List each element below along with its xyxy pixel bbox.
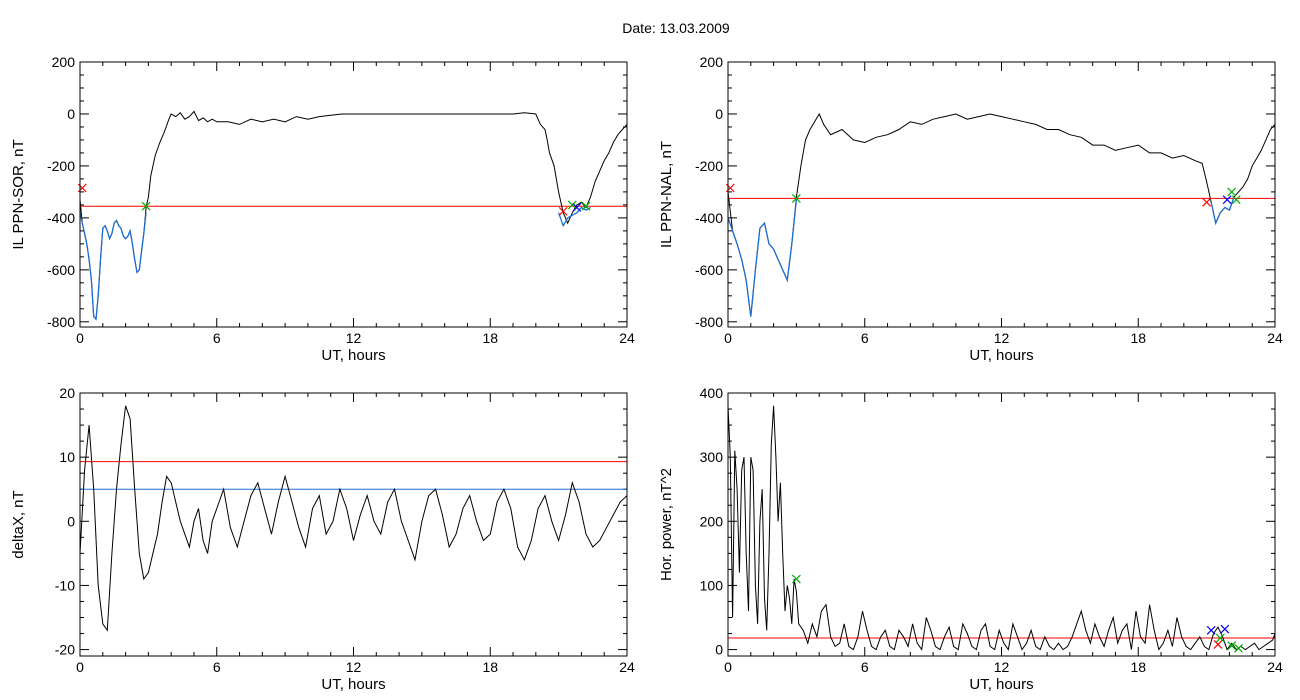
event-marker (1222, 195, 1232, 205)
event-marker (1220, 624, 1230, 634)
series-line (80, 110, 627, 321)
y-tick-label: 200 (700, 54, 724, 70)
event-marker (567, 200, 577, 210)
plot-frame (79, 392, 628, 657)
x-axis-label: UT, hours (321, 676, 385, 693)
event-marker (1227, 187, 1237, 197)
event-marker (725, 183, 735, 193)
x-tick-label: 6 (213, 330, 221, 346)
y-tick-label: -200 (47, 158, 75, 174)
series-line (80, 212, 147, 321)
x-tick-label: 24 (619, 659, 635, 675)
x-tick-label: 0 (724, 659, 732, 675)
panel-power: 0 6 12 18 24 0 100 200 300 400 UT, hours Hor. power… (658, 385, 1283, 693)
event-marker (1231, 195, 1241, 205)
y-tick-label: -200 (695, 158, 723, 174)
x-tick-label: 6 (213, 659, 221, 675)
event-marker (572, 203, 582, 212)
event-marker (1234, 643, 1243, 653)
x-tick-label: 12 (994, 330, 1010, 346)
y-tick-label: 0 (67, 513, 75, 529)
plot-frame (727, 61, 1276, 328)
axis-ticks (727, 392, 1276, 656)
y-tick-label: 200 (52, 54, 76, 70)
series-line (728, 199, 798, 317)
x-tick-label: 12 (994, 659, 1010, 675)
plot-frame (79, 61, 628, 328)
event-marker (1202, 197, 1212, 207)
x-tick-label: 12 (346, 659, 362, 675)
event-marker (581, 201, 591, 211)
series-line (728, 112, 1275, 317)
y-tick-label: 0 (715, 642, 723, 658)
panel-deltax: 0 6 12 18 24 -20 -10 0 10 20 UT, hours deltaX, nT (10, 385, 635, 693)
x-tick-label: 18 (1130, 659, 1146, 675)
y-tick-label: -400 (47, 210, 75, 226)
y-tick-label: 300 (700, 449, 724, 465)
series-line (728, 405, 1275, 651)
x-axis-label: UT, hours (969, 347, 1033, 364)
y-tick-label: -600 (47, 262, 75, 278)
y-tick-label: -400 (695, 210, 723, 226)
y-tick-label: -800 (47, 314, 75, 330)
series-line (557, 206, 591, 228)
x-tick-label: 0 (724, 330, 732, 346)
event-marker (1227, 641, 1237, 651)
x-tick-label: 0 (76, 659, 84, 675)
x-tick-label: 18 (482, 330, 498, 346)
y-axis-label: Hor. power, nT^2 (658, 468, 675, 581)
series-line (1210, 196, 1235, 226)
axis-ticks (79, 61, 628, 327)
x-tick-label: 24 (619, 330, 635, 346)
y-tick-label: 100 (700, 577, 724, 593)
y-tick-label: 0 (67, 106, 75, 122)
event-marker (141, 201, 151, 211)
axis-ticks (727, 61, 1276, 327)
y-tick-label: 20 (59, 385, 75, 401)
y-tick-label: 0 (715, 106, 723, 122)
event-marker (558, 206, 568, 216)
y-tick-label: -10 (55, 577, 75, 593)
x-axis-label: UT, hours (969, 676, 1033, 693)
plot-frame (727, 392, 1276, 657)
x-tick-label: 0 (76, 330, 84, 346)
x-axis-label: UT, hours (321, 347, 385, 364)
y-axis-label: deltaX, nT (10, 490, 27, 558)
event-marker (791, 574, 801, 584)
panel-sor: 0 6 12 18 24 -800 -600 -400 -200 0 200 UT, hours IL … (10, 54, 635, 364)
x-tick-label: 24 (1267, 659, 1283, 675)
x-tick-label: 12 (346, 330, 362, 346)
x-tick-label: 6 (861, 330, 869, 346)
y-tick-label: -600 (695, 262, 723, 278)
y-axis-label: IL PPN-SOR, nT (10, 139, 27, 249)
series-line (80, 405, 627, 632)
event-marker (77, 183, 87, 193)
y-tick-label: 10 (59, 449, 75, 465)
y-tick-label: 400 (700, 385, 724, 401)
event-marker (1213, 640, 1223, 649)
x-tick-label: 18 (482, 659, 498, 675)
figure-title: Date: 13.03.2009 (622, 20, 730, 36)
x-tick-label: 6 (861, 659, 869, 675)
y-tick-label: -800 (695, 314, 723, 330)
y-tick-label: 200 (700, 513, 724, 529)
panel-nal: 0 6 12 18 24 -800 -600 -400 -200 0 200 UT, hours IL … (658, 54, 1283, 364)
axis-ticks (79, 392, 628, 656)
x-tick-label: 24 (1267, 330, 1283, 346)
event-marker (1215, 633, 1225, 643)
event-marker (791, 193, 801, 203)
y-axis-label: IL PPN-NAL, nT (658, 141, 675, 248)
x-tick-label: 18 (1130, 330, 1146, 346)
y-tick-label: -20 (55, 642, 75, 658)
event-marker (1206, 625, 1216, 635)
